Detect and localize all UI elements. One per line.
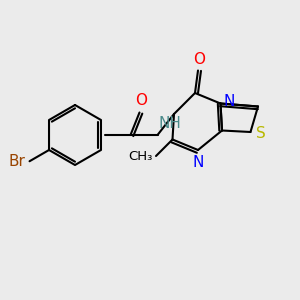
Text: N: N xyxy=(224,94,235,110)
Text: Br: Br xyxy=(8,154,25,169)
Text: O: O xyxy=(135,93,147,108)
Text: CH₃: CH₃ xyxy=(129,149,153,163)
Text: NH: NH xyxy=(159,116,182,131)
Text: O: O xyxy=(194,52,206,67)
Text: N: N xyxy=(192,155,204,170)
Text: S: S xyxy=(256,126,266,141)
